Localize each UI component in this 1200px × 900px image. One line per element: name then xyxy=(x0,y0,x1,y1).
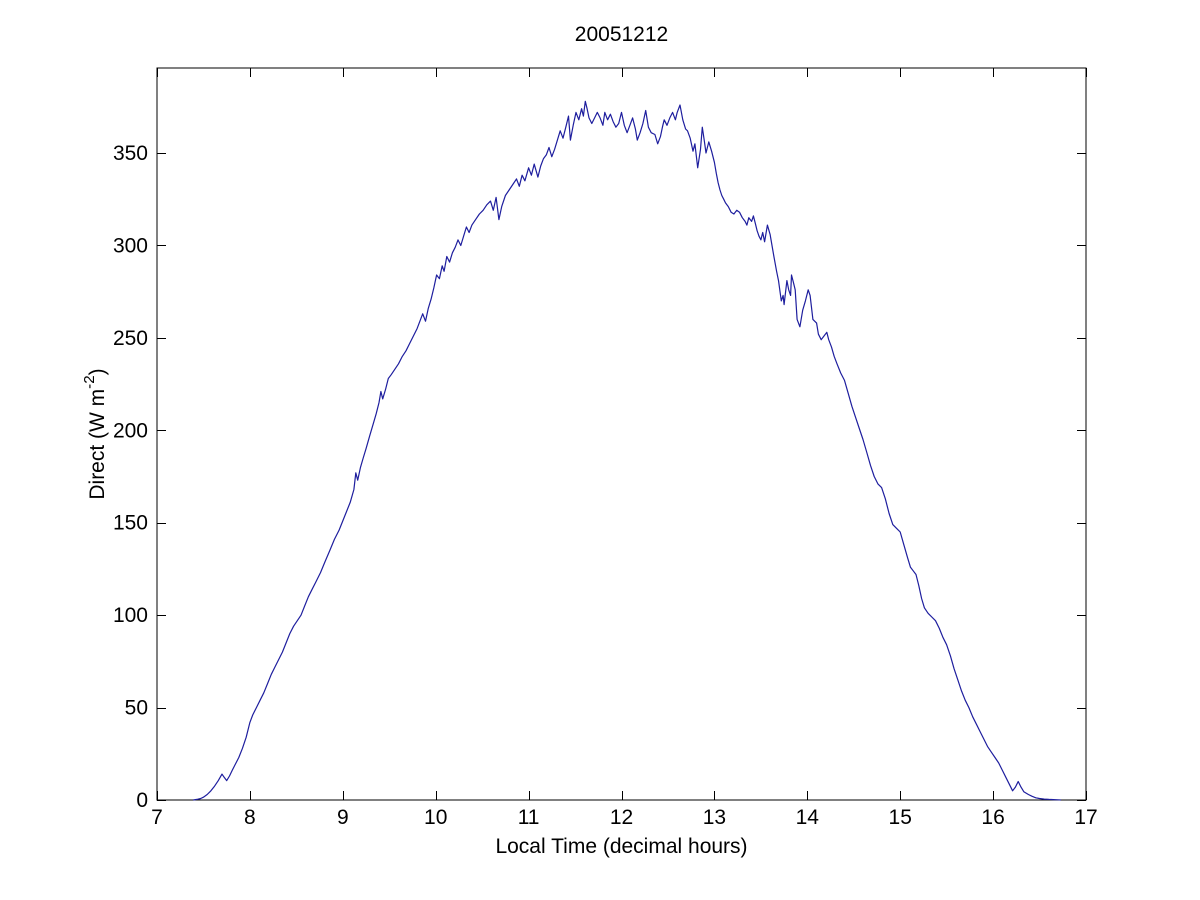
y-tick-label: 100 xyxy=(113,604,148,627)
x-tick-label: 11 xyxy=(518,806,540,829)
x-tick-label: 17 xyxy=(1074,806,1097,829)
y-tick-label: 150 xyxy=(113,512,148,535)
y-tick-label: 50 xyxy=(125,697,148,720)
x-tick-label: 7 xyxy=(151,806,163,829)
x-tick-label: 13 xyxy=(703,806,726,829)
y-tick-label: 200 xyxy=(113,419,148,442)
chart-title: 20051212 xyxy=(574,23,669,46)
x-tick-label: 15 xyxy=(889,806,912,829)
y-axis-label-superscript: -2 xyxy=(80,375,98,389)
y-tick-label: 350 xyxy=(113,142,148,165)
y-tick-label: 0 xyxy=(136,789,148,812)
x-tick-label: 12 xyxy=(610,806,633,829)
x-axis-label: Local Time (decimal hours) xyxy=(495,835,748,858)
y-axis-label: Direct (W m-2) xyxy=(76,234,109,634)
axes-box xyxy=(156,67,1087,801)
y-axis-label-pre: Direct (W m xyxy=(86,388,109,500)
x-tick-label: 9 xyxy=(337,806,349,829)
x-tick-label: 16 xyxy=(981,806,1004,829)
y-tick-label: 250 xyxy=(113,327,148,350)
direct-irradiance-line xyxy=(193,100,1061,801)
x-tick-label: 10 xyxy=(424,806,447,829)
y-tick-label: 300 xyxy=(113,234,148,257)
x-tick-label: 8 xyxy=(244,806,256,829)
x-tick-label: 14 xyxy=(796,806,820,829)
